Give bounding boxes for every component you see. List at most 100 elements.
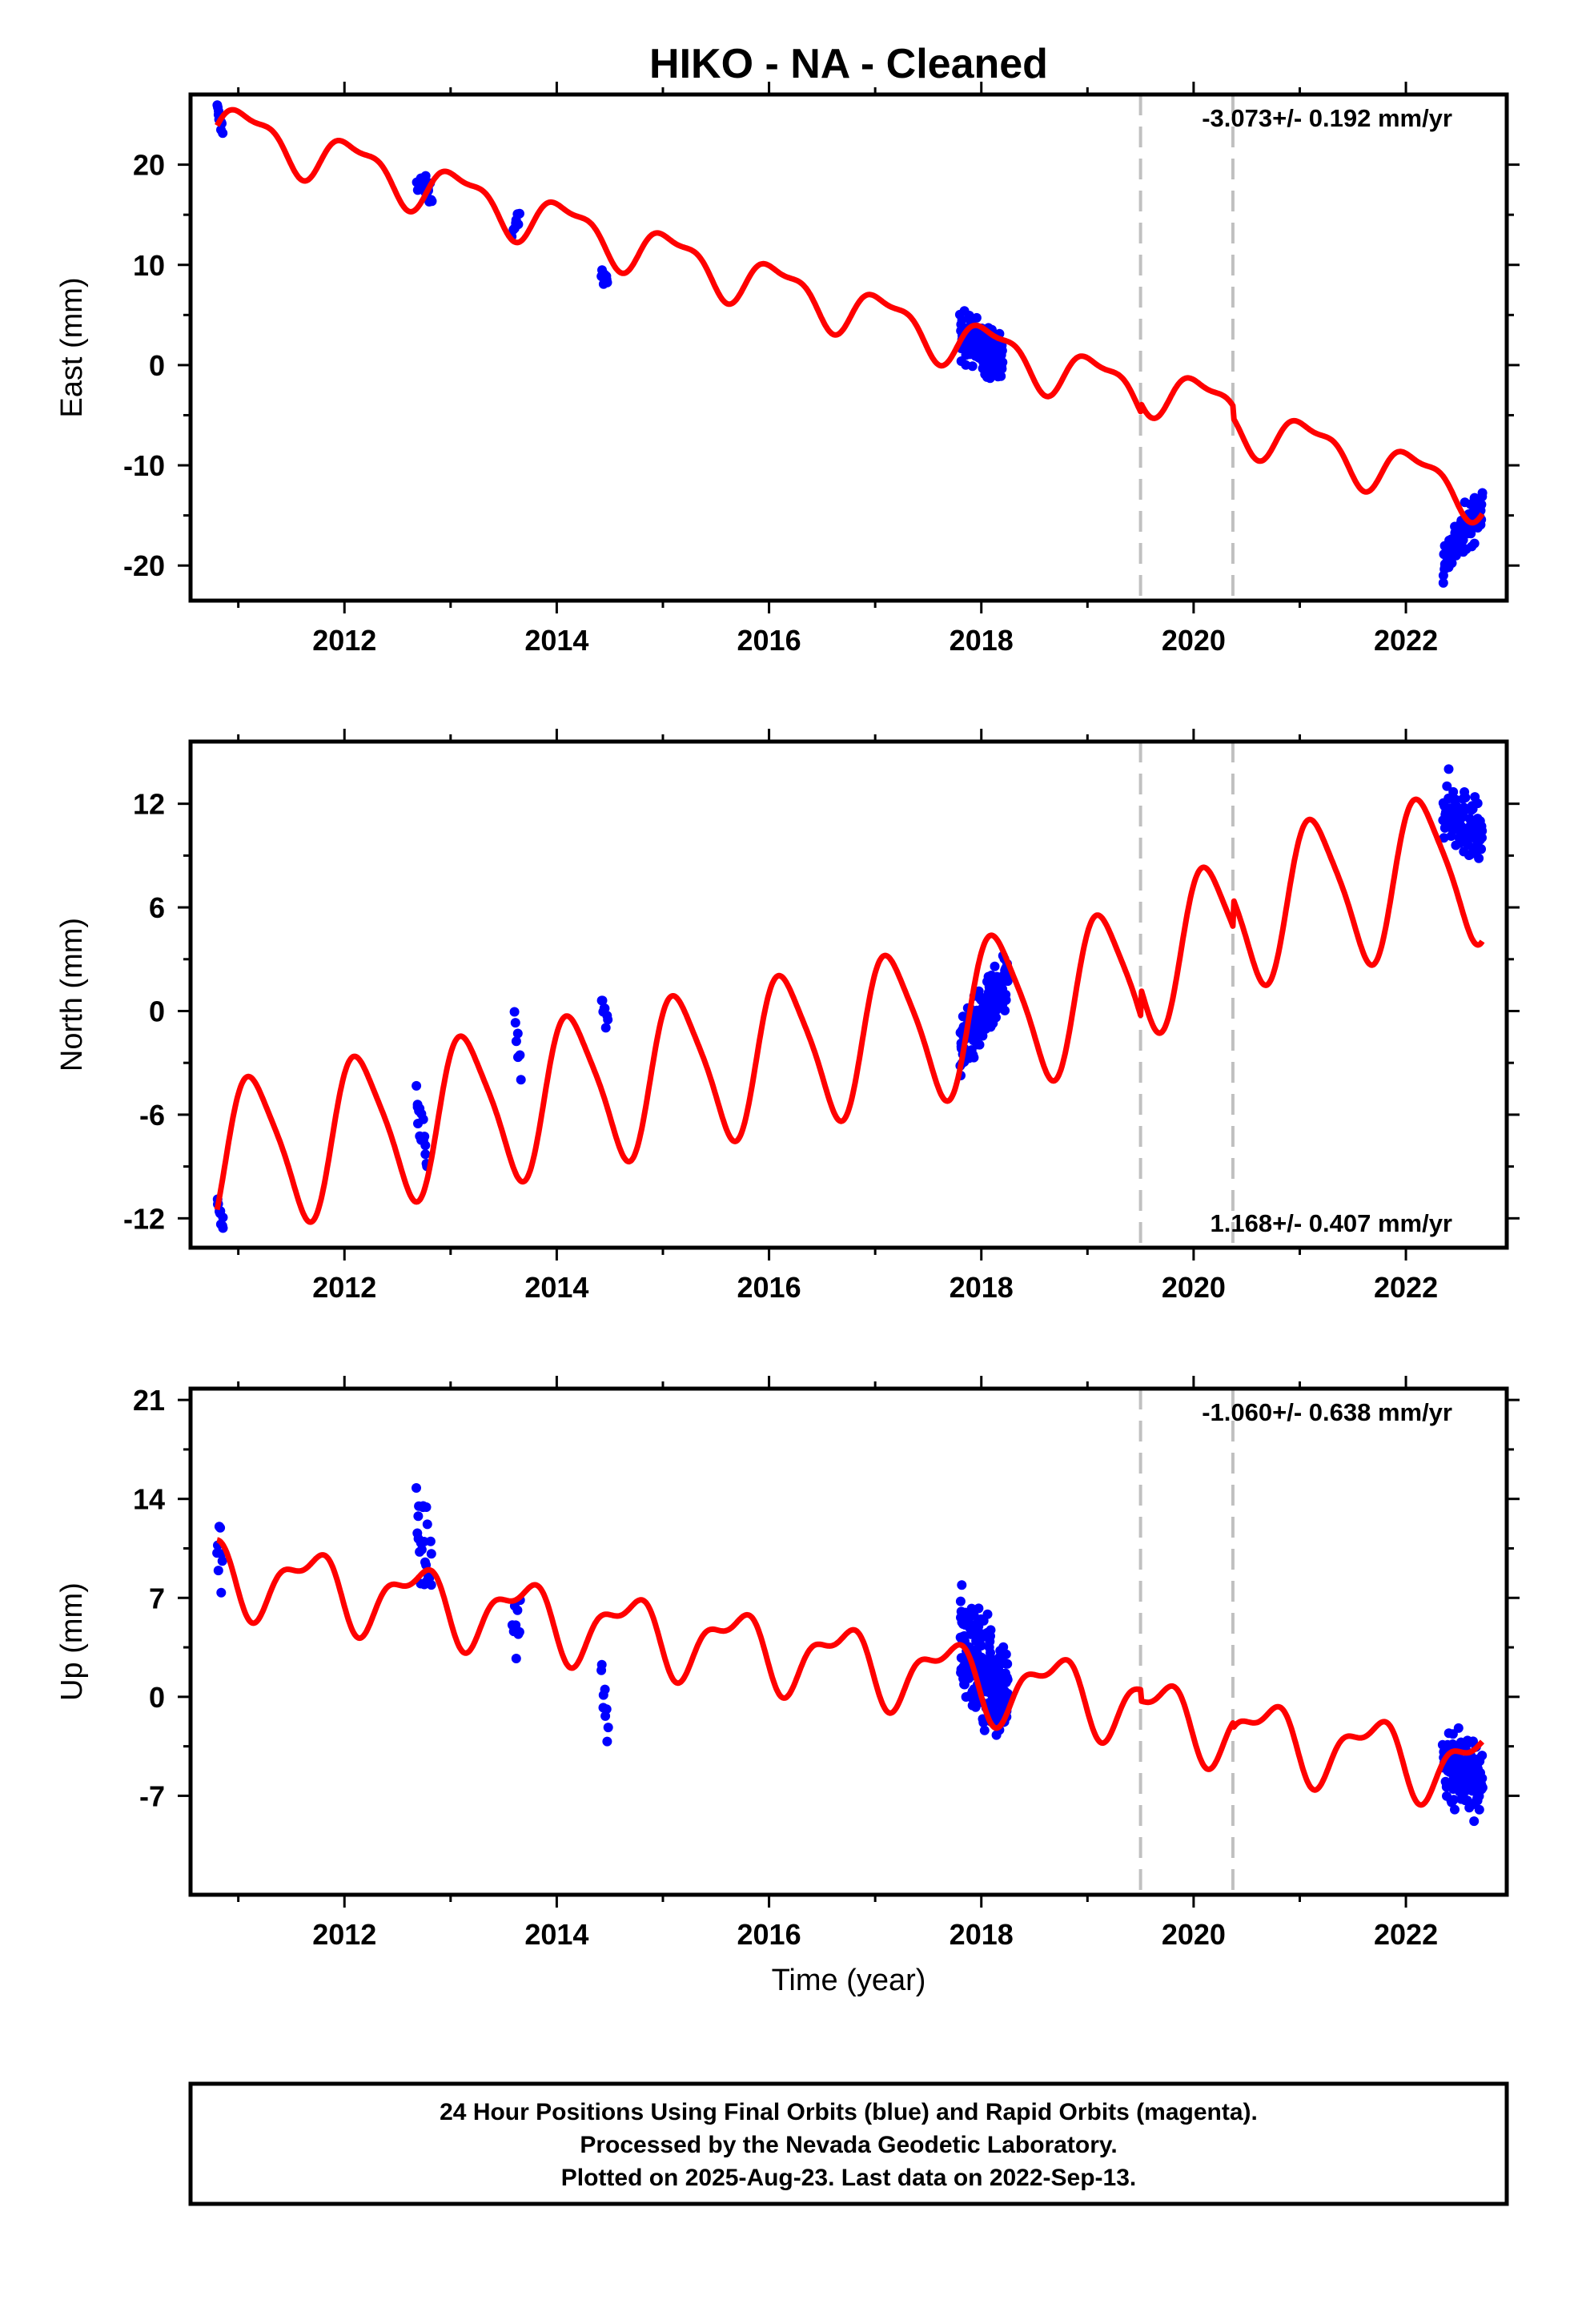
x-tick-label: 2016 bbox=[737, 1918, 801, 1951]
data-point bbox=[512, 1028, 523, 1039]
data-point bbox=[426, 1549, 436, 1559]
north-panel: 2012 2014 2016 2018 2020 2022 -12 -6 0 6 12 North (… bbox=[55, 729, 1520, 1304]
y-tick-label: 0 bbox=[149, 349, 165, 382]
data-point bbox=[596, 1659, 607, 1670]
data-point bbox=[991, 1012, 1001, 1023]
data-point bbox=[514, 1626, 524, 1637]
data-point bbox=[602, 277, 612, 287]
footer-line-2: Processed by the Nevada Geodetic Laborat… bbox=[580, 2132, 1117, 2158]
rate-label: -1.060+/- 0.638 mm/yr bbox=[1202, 1398, 1452, 1426]
data-point bbox=[1447, 558, 1457, 569]
rate-label: 1.168+/- 0.407 mm/yr bbox=[1211, 1209, 1452, 1237]
data-point bbox=[215, 1522, 226, 1533]
data-point bbox=[1474, 1804, 1484, 1815]
x-tick-label: 2020 bbox=[1162, 624, 1226, 657]
y-axis-label: Up (mm) bbox=[55, 1582, 89, 1701]
data-point bbox=[1477, 1773, 1488, 1783]
y-tick-label: 0 bbox=[149, 995, 165, 1027]
y-tick-label: 12 bbox=[133, 788, 165, 821]
data-point bbox=[1002, 1688, 1013, 1699]
y-tick-label: -20 bbox=[123, 549, 165, 582]
data-point bbox=[1458, 535, 1468, 545]
data-point bbox=[1469, 1816, 1480, 1827]
data-point bbox=[600, 1684, 610, 1695]
data-point bbox=[422, 1519, 432, 1530]
data-point bbox=[412, 1080, 422, 1091]
data-point bbox=[1439, 833, 1449, 843]
data-point bbox=[511, 1036, 521, 1047]
y-tick-label: 14 bbox=[133, 1483, 165, 1516]
x-tick-label: 2016 bbox=[737, 1271, 801, 1304]
x-tick-label: 2014 bbox=[524, 624, 588, 657]
data-point bbox=[513, 219, 524, 230]
data-point bbox=[413, 1511, 424, 1522]
data-point bbox=[967, 361, 978, 372]
data-point bbox=[510, 1018, 520, 1028]
data-point bbox=[1000, 1005, 1010, 1015]
x-axis-label: Time (year) bbox=[772, 1964, 926, 1997]
up-panel: 2012 2014 2016 2018 2020 2022 -7 0 7 14 21 Up (mm) -… bbox=[55, 1376, 1520, 1951]
y-tick-label: 6 bbox=[149, 891, 165, 924]
x-tick-label: 2014 bbox=[524, 1918, 588, 1951]
data-points bbox=[212, 100, 1488, 588]
data-point bbox=[1443, 764, 1454, 774]
data-point bbox=[971, 312, 982, 323]
y-tick-label: 21 bbox=[133, 1384, 165, 1417]
data-point bbox=[218, 128, 228, 139]
y-tick-label: -6 bbox=[139, 1099, 165, 1132]
data-point bbox=[420, 1149, 431, 1160]
data-point bbox=[512, 1605, 523, 1615]
data-point bbox=[1460, 793, 1471, 802]
x-tick-label: 2020 bbox=[1162, 1918, 1226, 1951]
x-tick-label: 2018 bbox=[950, 1918, 1014, 1951]
data-point bbox=[1476, 500, 1487, 509]
data-point bbox=[427, 196, 437, 207]
data-point bbox=[1477, 833, 1487, 843]
data-point bbox=[1472, 798, 1483, 809]
data-point bbox=[216, 1587, 227, 1598]
footer-line-1: 24 Hour Positions Using Final Orbits (bl… bbox=[440, 2099, 1258, 2125]
y-tick-label: 10 bbox=[133, 249, 165, 282]
chart-title: HIKO - NA - Cleaned bbox=[649, 41, 1048, 87]
data-point bbox=[957, 1580, 967, 1590]
data-point bbox=[955, 1596, 966, 1606]
data-point bbox=[1477, 1783, 1488, 1793]
panel-frame bbox=[188, 739, 1509, 1250]
y-tick-label: 7 bbox=[149, 1582, 165, 1614]
data-point bbox=[978, 1718, 989, 1727]
data-point bbox=[600, 1003, 610, 1014]
data-point bbox=[412, 1483, 421, 1493]
data-point bbox=[1448, 1795, 1459, 1805]
x-tick-label: 2016 bbox=[737, 624, 801, 657]
data-point bbox=[1476, 844, 1486, 854]
data-point bbox=[217, 1556, 227, 1566]
y-tick-label: 0 bbox=[149, 1681, 165, 1714]
data-point bbox=[511, 1654, 521, 1663]
data-point bbox=[515, 1050, 525, 1060]
data-point bbox=[418, 1114, 428, 1124]
footer-line-3: Plotted on 2025-Aug-23. Last data on 202… bbox=[561, 2165, 1137, 2191]
data-point bbox=[1477, 826, 1488, 836]
data-points bbox=[212, 1483, 1488, 1827]
data-point bbox=[601, 1704, 612, 1715]
data-point bbox=[603, 1015, 613, 1025]
data-point bbox=[1442, 781, 1452, 791]
data-point bbox=[1450, 1804, 1460, 1815]
x-tick-label: 2014 bbox=[524, 1271, 588, 1304]
data-point bbox=[1438, 577, 1448, 588]
data-point bbox=[1453, 1723, 1464, 1733]
x-tick-label: 2012 bbox=[312, 1271, 376, 1304]
x-tick-label: 2022 bbox=[1374, 1271, 1438, 1304]
rate-label: -3.073+/- 0.192 mm/yr bbox=[1202, 104, 1452, 132]
y-tick-label: -12 bbox=[123, 1202, 165, 1235]
model-curve bbox=[214, 796, 1485, 1225]
x-tick-label: 2012 bbox=[312, 1918, 376, 1951]
model-curve bbox=[215, 107, 1485, 526]
x-tick-label: 2022 bbox=[1374, 1918, 1438, 1951]
data-point bbox=[1002, 976, 1013, 987]
data-point bbox=[974, 1039, 985, 1050]
y-axis-label: East (mm) bbox=[55, 277, 89, 417]
data-point bbox=[420, 1132, 430, 1142]
data-point bbox=[213, 1566, 223, 1576]
data-point bbox=[957, 315, 967, 325]
